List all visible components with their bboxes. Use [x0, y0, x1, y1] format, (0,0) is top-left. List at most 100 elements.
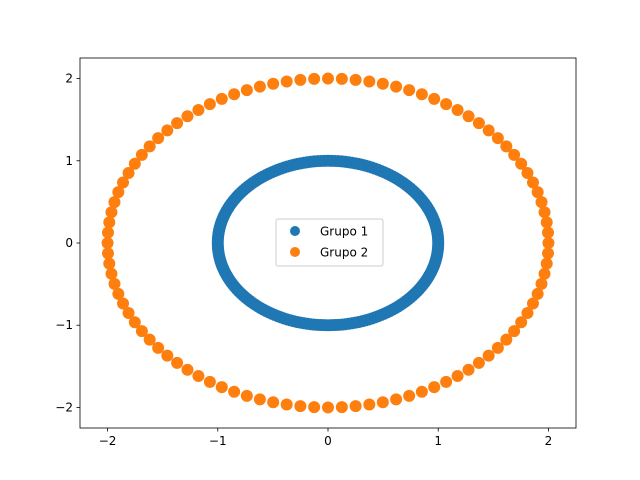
data-point — [500, 333, 513, 346]
legend-label: Grupo 1 — [320, 225, 368, 239]
series-2 — [101, 72, 555, 414]
data-point — [294, 73, 307, 86]
data-point — [253, 80, 266, 93]
data-point — [349, 400, 362, 413]
data-point — [376, 77, 389, 90]
data-point — [103, 257, 116, 270]
series-layer — [101, 72, 555, 414]
legend-marker — [290, 226, 300, 236]
data-point — [403, 84, 416, 97]
data-point — [451, 103, 464, 116]
data-point — [122, 166, 135, 179]
data-point — [390, 80, 403, 93]
data-point — [542, 247, 555, 260]
data-point — [472, 117, 485, 130]
data-point — [103, 216, 116, 229]
data-point — [143, 140, 156, 153]
data-point — [440, 98, 453, 111]
data-point — [112, 186, 125, 199]
data-point — [491, 132, 504, 145]
legend-label: Grupo 2 — [320, 246, 368, 260]
data-point — [538, 267, 551, 280]
y-tick-label: −2 — [55, 400, 73, 414]
legend-marker — [290, 247, 300, 257]
data-point — [363, 75, 376, 88]
data-point — [135, 325, 148, 338]
data-point — [280, 398, 293, 411]
x-tick-label: −1 — [209, 434, 227, 448]
data-point — [152, 341, 165, 354]
data-point — [171, 117, 184, 130]
data-point — [192, 370, 205, 383]
data-point — [376, 396, 389, 409]
data-point — [363, 398, 376, 411]
data-point — [181, 110, 194, 123]
data-point — [500, 140, 513, 153]
data-point — [322, 401, 334, 414]
data-point — [508, 148, 521, 161]
data-point — [428, 381, 441, 394]
data-point — [117, 176, 130, 189]
data-point — [228, 88, 241, 101]
data-point — [472, 356, 485, 369]
data-point — [308, 72, 321, 85]
data-point — [171, 356, 184, 369]
data-point — [105, 206, 118, 219]
data-point — [108, 277, 121, 290]
data-point — [105, 267, 118, 280]
data-point — [308, 401, 321, 414]
data-point — [515, 316, 528, 329]
data-point — [112, 287, 125, 300]
data-point — [390, 393, 403, 406]
data-point — [215, 381, 228, 394]
data-point — [117, 297, 130, 310]
data-point — [203, 375, 216, 388]
data-point — [128, 316, 141, 329]
data-point — [253, 393, 266, 406]
data-point — [161, 124, 174, 137]
data-point — [432, 239, 445, 252]
data-point — [531, 186, 544, 199]
data-point — [128, 157, 141, 170]
data-point — [415, 385, 428, 398]
data-point — [440, 375, 453, 388]
data-point — [526, 297, 539, 310]
data-point — [403, 389, 416, 402]
data-point — [181, 363, 194, 376]
legend: Grupo 1 Grupo 2 — [275, 218, 384, 267]
y-tick-label: 2 — [65, 72, 73, 86]
data-point — [415, 88, 428, 101]
data-point — [521, 166, 534, 179]
data-point — [521, 307, 534, 320]
x-tick-label: 1 — [434, 434, 442, 448]
data-point — [101, 226, 114, 239]
x-tick-label: 0 — [324, 434, 332, 448]
data-point — [462, 363, 475, 376]
data-point — [108, 196, 121, 209]
data-point — [152, 132, 165, 145]
data-point — [101, 237, 114, 249]
data-point — [542, 226, 555, 239]
data-point — [535, 196, 548, 209]
data-point — [451, 370, 464, 383]
y-axis: −2 −1 0 1 2 — [55, 72, 80, 414]
y-tick-label: 1 — [65, 154, 73, 168]
data-point — [143, 333, 156, 346]
legend-box — [275, 218, 384, 267]
data-point — [531, 287, 544, 300]
x-tick-label: −2 — [99, 434, 117, 448]
data-point — [228, 385, 241, 398]
data-point — [542, 237, 555, 249]
data-point — [482, 124, 495, 137]
data-point — [535, 277, 548, 290]
data-point — [122, 307, 135, 320]
data-point — [349, 73, 362, 86]
data-point — [215, 92, 228, 105]
data-point — [203, 98, 216, 111]
data-point — [462, 110, 475, 123]
data-point — [540, 216, 553, 229]
data-point — [192, 103, 205, 116]
x-axis: −2 −1 0 1 2 — [99, 428, 552, 448]
data-point — [240, 84, 253, 97]
